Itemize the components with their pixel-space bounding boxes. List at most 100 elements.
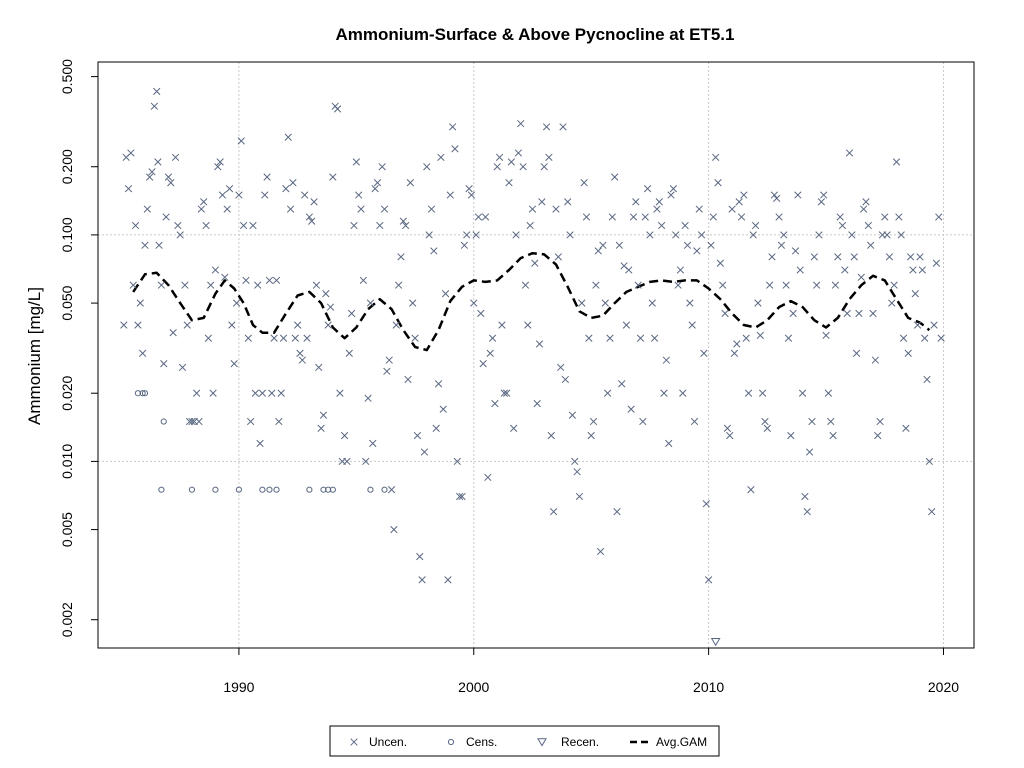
data-point-uncensored	[148, 168, 156, 176]
data-point-uncensored	[751, 221, 760, 230]
legend-label: Cens.	[466, 735, 497, 749]
data-point-uncensored	[601, 299, 609, 307]
data-point-uncensored	[477, 309, 485, 318]
data-point-uncensored	[857, 273, 865, 281]
data-point-uncensored	[310, 198, 318, 206]
data-point-uncensored	[646, 231, 654, 239]
data-point-uncensored	[131, 221, 140, 230]
data-point-uncensored	[371, 185, 379, 193]
data-point-uncensored	[603, 389, 612, 397]
data-point-uncensored	[138, 349, 147, 357]
data-point-uncensored	[315, 363, 323, 372]
data-point-uncensored	[794, 191, 802, 199]
data-point-uncensored	[235, 191, 243, 199]
data-point-uncensored	[298, 356, 306, 364]
data-point-uncensored	[272, 276, 281, 285]
data-point-uncensored	[796, 266, 804, 274]
data-point-uncensored	[916, 253, 924, 261]
y-tick-label: 0.010	[59, 444, 75, 479]
data-point-uncensored	[153, 87, 161, 96]
data-point-uncensored	[697, 231, 706, 239]
data-point-uncensored	[364, 394, 372, 402]
data-point-uncensored	[820, 191, 828, 199]
data-point-uncensored	[568, 411, 577, 419]
data-point-uncensored	[707, 241, 715, 249]
data-point-uncensored	[580, 179, 588, 187]
data-point-uncensored	[665, 439, 673, 448]
data-point-censored	[306, 486, 313, 493]
data-point-uncensored	[935, 213, 943, 221]
data-point-uncensored	[730, 349, 739, 357]
data-point-uncensored	[775, 213, 783, 221]
data-point-uncensored	[134, 321, 142, 329]
data-point-uncensored	[674, 281, 682, 289]
data-point-uncensored	[789, 309, 797, 318]
data-point-uncensored	[211, 266, 220, 274]
data-point-uncensored	[467, 191, 476, 199]
data-point-uncensored	[695, 205, 703, 213]
data-point-uncensored	[728, 205, 736, 213]
data-point-uncensored	[528, 205, 537, 213]
data-point-uncensored	[265, 276, 274, 285]
y-axis-label: Ammonium [mg/L]	[25, 287, 44, 425]
data-point-uncensored	[721, 309, 729, 318]
data-point-uncensored	[805, 448, 814, 456]
data-point-censored	[266, 486, 273, 493]
data-point-uncensored	[256, 439, 264, 448]
data-point-uncensored	[474, 213, 483, 221]
y-tick-label: 0.200	[59, 149, 75, 184]
data-point-uncensored	[622, 321, 631, 329]
data-point-uncensored	[625, 266, 633, 274]
data-point-uncensored	[411, 334, 419, 342]
data-point-uncensored	[232, 299, 241, 307]
data-point-uncensored	[937, 334, 945, 342]
data-point-uncensored	[512, 231, 520, 239]
data-point-uncensored	[535, 340, 544, 348]
data-point-uncensored	[859, 205, 868, 213]
data-point-uncensored	[780, 231, 788, 239]
data-point-uncensored	[392, 321, 400, 329]
data-point-uncensored	[216, 158, 224, 166]
data-point-uncensored	[357, 205, 365, 213]
data-point-uncensored	[890, 281, 898, 289]
data-point-uncensored	[143, 205, 151, 213]
data-point-uncensored	[653, 205, 661, 213]
data-point-uncensored	[702, 500, 710, 508]
data-point-uncensored	[542, 123, 551, 131]
data-point-uncensored	[545, 153, 553, 162]
data-point-uncensored	[458, 492, 466, 501]
data-point-uncensored	[385, 356, 393, 364]
data-point-uncensored	[902, 424, 910, 432]
data-point-uncensored	[188, 417, 196, 426]
data-point-uncensored	[472, 231, 480, 239]
data-point-uncensored	[268, 389, 276, 397]
y-axis: 0.002 0.005 0.010 0.020 0.050 0.100 0.200 0.500	[59, 59, 98, 637]
y-tick-label: 0.100	[59, 217, 75, 252]
data-point-uncensored	[526, 221, 534, 230]
data-point-uncensored	[296, 349, 304, 357]
data-point-uncensored	[308, 217, 316, 225]
data-point-uncensored	[195, 417, 203, 426]
data-point-uncensored	[768, 253, 776, 261]
data-point-uncensored	[223, 205, 231, 213]
data-point-uncensored	[582, 213, 591, 221]
data-point-uncensored	[733, 340, 741, 348]
data-point-uncensored	[657, 221, 666, 230]
data-point-uncensored	[183, 321, 191, 329]
data-point-uncensored	[564, 198, 572, 206]
data-point-uncensored	[502, 389, 511, 397]
data-point-uncensored	[845, 149, 854, 157]
data-point-uncensored	[301, 191, 309, 199]
data-point-uncensored	[154, 158, 162, 166]
data-point-uncensored	[120, 321, 128, 329]
data-point-uncensored	[481, 213, 490, 221]
data-point-uncensored	[282, 185, 290, 193]
data-point-uncensored	[488, 334, 497, 342]
data-point-uncensored	[615, 241, 624, 249]
data-point-uncensored	[171, 153, 180, 162]
data-point-uncensored	[350, 221, 358, 230]
data-point-uncensored	[704, 576, 713, 584]
data-point-uncensored	[824, 389, 833, 397]
data-point-uncensored	[557, 363, 565, 372]
